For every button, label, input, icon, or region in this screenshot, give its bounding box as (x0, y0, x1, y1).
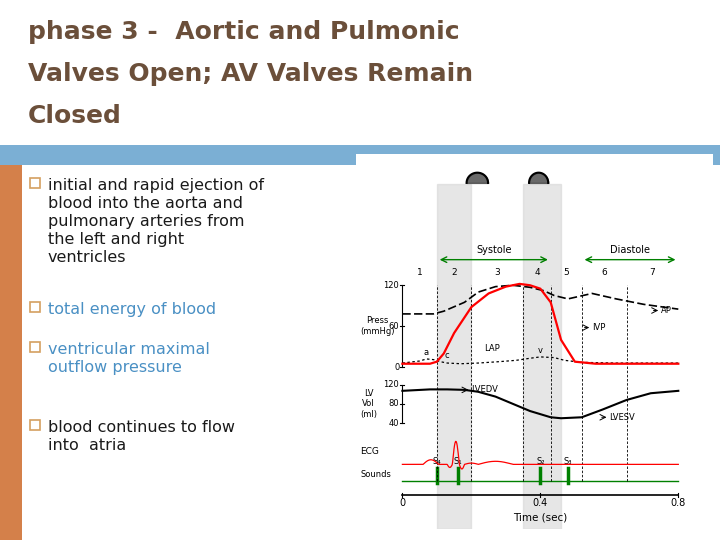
Bar (30, 302, 40, 312)
Text: Diastole: Diastole (610, 245, 650, 254)
Bar (0, 165, 22, 540)
Bar (30, 342, 40, 352)
Text: LVESV: LVESV (609, 413, 635, 422)
Text: S₁: S₁ (454, 457, 462, 466)
Text: 1: 1 (417, 268, 423, 276)
Bar (30, 178, 40, 188)
Text: S₄: S₄ (433, 457, 441, 466)
Bar (0, 145, 720, 165)
Text: 6: 6 (601, 268, 607, 276)
Bar (437, 184, 472, 529)
Text: blood into the aorta and: blood into the aorta and (48, 196, 243, 211)
Text: phase 3 -  Aortic and Pulmonic: phase 3 - Aortic and Pulmonic (28, 20, 459, 44)
Text: into  atria: into atria (48, 438, 126, 453)
Text: 80: 80 (389, 399, 400, 408)
Text: outflow pressure: outflow pressure (48, 360, 182, 375)
Text: S₃: S₃ (564, 457, 572, 466)
Text: 120: 120 (384, 380, 400, 389)
Text: Systole: Systole (476, 245, 511, 254)
Text: LAP: LAP (484, 345, 500, 354)
Text: blood continues to flow: blood continues to flow (48, 420, 235, 435)
Text: c: c (445, 352, 449, 360)
Text: Valves Open; AV Valves Remain: Valves Open; AV Valves Remain (28, 62, 473, 86)
Text: LVEDV: LVEDV (472, 386, 498, 394)
Text: AP: AP (661, 306, 672, 315)
Text: ECG: ECG (360, 447, 379, 456)
Text: 2: 2 (451, 268, 457, 276)
Text: ventricles: ventricles (48, 250, 127, 265)
Text: IVP: IVP (592, 323, 606, 332)
Text: 4: 4 (534, 268, 540, 276)
Text: Closed: Closed (28, 104, 122, 128)
Text: pulmonary arteries from: pulmonary arteries from (48, 214, 245, 229)
Text: 60: 60 (389, 322, 400, 330)
Text: Time (sec): Time (sec) (513, 512, 567, 522)
Text: 40: 40 (389, 418, 400, 428)
Text: 0.4: 0.4 (533, 498, 548, 509)
Text: 120: 120 (384, 281, 400, 290)
Text: v: v (538, 346, 543, 355)
Text: 0: 0 (394, 363, 400, 372)
Bar (523, 184, 561, 529)
Text: LV
Vol
(ml): LV Vol (ml) (360, 389, 377, 419)
Text: total energy of blood: total energy of blood (48, 302, 216, 317)
Bar (30, 420, 40, 430)
Text: 0.8: 0.8 (671, 498, 686, 509)
Text: 3: 3 (495, 268, 500, 276)
Text: a: a (424, 348, 429, 357)
Text: initial and rapid ejection of: initial and rapid ejection of (48, 178, 264, 193)
Text: Sounds: Sounds (360, 470, 391, 479)
Text: 0: 0 (400, 498, 405, 509)
Text: S₂: S₂ (536, 457, 544, 466)
Text: 7: 7 (649, 268, 655, 276)
Text: Press
(mmHg): Press (mmHg) (360, 316, 395, 336)
Text: 5: 5 (563, 268, 569, 276)
Text: the left and right: the left and right (48, 232, 184, 247)
Text: ventricular maximal: ventricular maximal (48, 342, 210, 357)
